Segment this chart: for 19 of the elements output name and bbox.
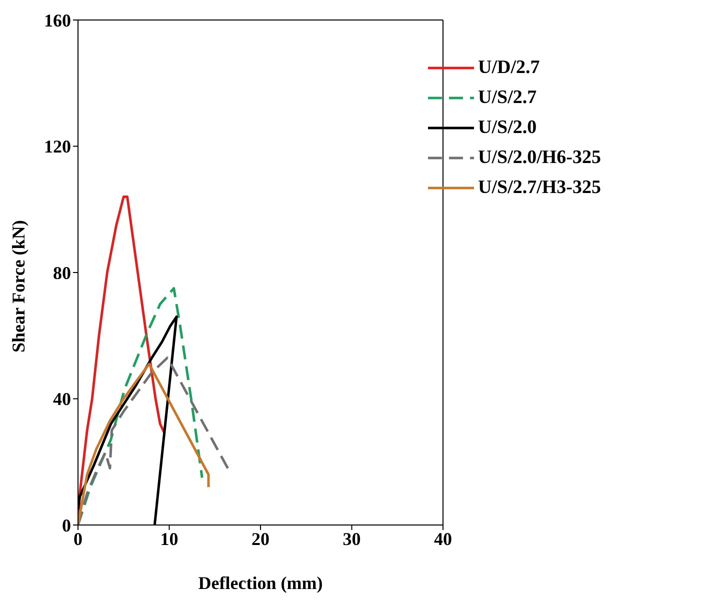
line-series bbox=[78, 287, 204, 525]
line-series bbox=[78, 356, 231, 525]
y-tick-label: 0 bbox=[62, 515, 71, 536]
x-axis-title: Deflection (mm) bbox=[198, 573, 323, 593]
x-tick-label: 20 bbox=[252, 528, 270, 549]
y-axis-title: Shear Force (kN) bbox=[8, 220, 28, 352]
x-tick-label: 30 bbox=[342, 528, 361, 549]
legend-label: U/S/2.7 bbox=[478, 87, 537, 109]
legend-label: U/S/2.7/H3-325 bbox=[478, 177, 601, 199]
x-tick-label: 40 bbox=[434, 528, 452, 549]
legend-label: U/D/2.7 bbox=[478, 57, 540, 79]
y-tick-label: 80 bbox=[53, 262, 71, 283]
legend-label: U/S/2.0 bbox=[478, 117, 537, 139]
y-tick-label: 160 bbox=[44, 10, 71, 30]
y-tick-label: 40 bbox=[53, 389, 71, 410]
y-tick-label: 120 bbox=[44, 136, 71, 157]
x-tick-label: 10 bbox=[160, 528, 178, 549]
line-series bbox=[78, 362, 210, 525]
legend-label: U/S/2.0/H6-325 bbox=[478, 147, 601, 169]
